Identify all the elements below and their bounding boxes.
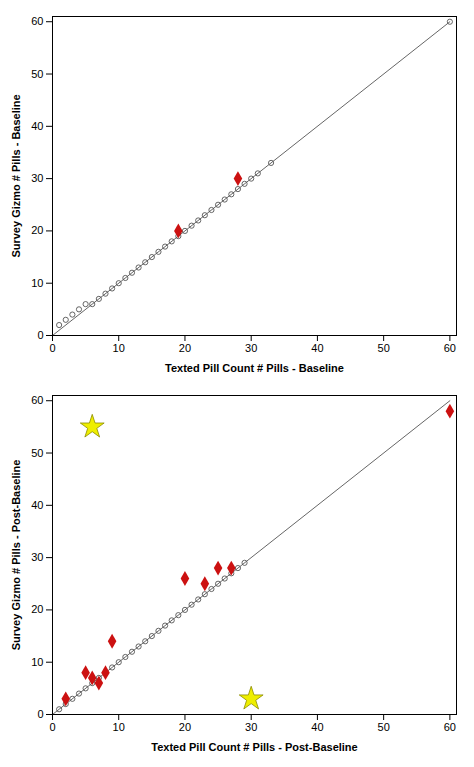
svg-text:30: 30 bbox=[245, 721, 257, 733]
svg-text:20: 20 bbox=[179, 721, 191, 733]
svg-text:0: 0 bbox=[37, 329, 43, 341]
svg-text:40: 40 bbox=[311, 721, 323, 733]
svg-text:30: 30 bbox=[31, 551, 43, 563]
svg-text:10: 10 bbox=[113, 342, 125, 354]
svg-text:10: 10 bbox=[31, 656, 43, 668]
svg-text:40: 40 bbox=[311, 342, 323, 354]
svg-text:Survey Gizmo # Pills - Baselin: Survey Gizmo # Pills - Baseline bbox=[10, 94, 22, 257]
svg-text:40: 40 bbox=[31, 120, 43, 132]
svg-text:60: 60 bbox=[444, 342, 456, 354]
svg-text:40: 40 bbox=[31, 499, 43, 511]
svg-text:20: 20 bbox=[31, 224, 43, 236]
svg-text:50: 50 bbox=[378, 342, 390, 354]
svg-text:Texted Pill Count # Pills - Po: Texted Pill Count # Pills - Post-Baselin… bbox=[151, 741, 357, 753]
svg-text:0: 0 bbox=[49, 721, 55, 733]
svg-text:0: 0 bbox=[49, 342, 55, 354]
svg-text:Texted Pill Count # Pills - Ba: Texted Pill Count # Pills - Baseline bbox=[165, 362, 344, 374]
svg-text:0: 0 bbox=[37, 708, 43, 720]
svg-text:30: 30 bbox=[31, 172, 43, 184]
svg-text:50: 50 bbox=[378, 721, 390, 733]
svg-text:60: 60 bbox=[444, 721, 456, 733]
svg-text:60: 60 bbox=[31, 394, 43, 406]
svg-text:Survey Gizmo # Pills - Post-Ba: Survey Gizmo # Pills - Post-Baseline bbox=[10, 460, 22, 651]
svg-text:50: 50 bbox=[31, 68, 43, 80]
svg-text:50: 50 bbox=[31, 447, 43, 459]
svg-text:20: 20 bbox=[31, 603, 43, 615]
svg-text:10: 10 bbox=[113, 721, 125, 733]
svg-text:20: 20 bbox=[179, 342, 191, 354]
svg-text:10: 10 bbox=[31, 277, 43, 289]
svg-text:30: 30 bbox=[245, 342, 257, 354]
svg-text:60: 60 bbox=[31, 15, 43, 27]
